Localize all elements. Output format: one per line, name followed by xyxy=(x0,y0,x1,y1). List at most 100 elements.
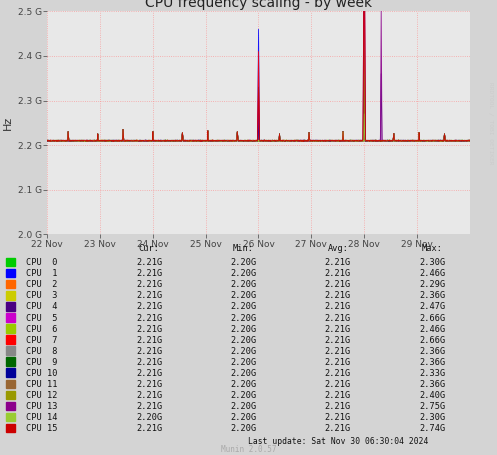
Text: Munin 2.0.57: Munin 2.0.57 xyxy=(221,445,276,454)
Text: 2.20G: 2.20G xyxy=(231,313,256,323)
Text: 2.21G: 2.21G xyxy=(136,269,162,278)
Text: 2.46G: 2.46G xyxy=(419,269,445,278)
Bar xyxy=(6,390,15,399)
Text: 2.20G: 2.20G xyxy=(231,391,256,400)
Text: 2.21G: 2.21G xyxy=(136,347,162,356)
Text: 2.20G: 2.20G xyxy=(231,280,256,289)
Text: RRDTOOL / TOBI OETIKER: RRDTOOL / TOBI OETIKER xyxy=(488,81,493,164)
Bar xyxy=(6,324,15,333)
Text: 2.21G: 2.21G xyxy=(325,291,351,300)
Text: 2.20G: 2.20G xyxy=(231,336,256,345)
Text: CPU 15: CPU 15 xyxy=(26,425,57,433)
Text: 2.47G: 2.47G xyxy=(419,303,445,312)
Text: Cur:: Cur: xyxy=(139,244,160,253)
Text: CPU  1: CPU 1 xyxy=(26,269,57,278)
Text: 2.20G: 2.20G xyxy=(231,291,256,300)
Text: 2.21G: 2.21G xyxy=(136,258,162,267)
Text: 2.21G: 2.21G xyxy=(136,313,162,323)
Text: 2.20G: 2.20G xyxy=(231,413,256,422)
Text: 2.20G: 2.20G xyxy=(231,425,256,433)
Text: 2.21G: 2.21G xyxy=(136,425,162,433)
Text: CPU 13: CPU 13 xyxy=(26,402,57,411)
Text: 2.36G: 2.36G xyxy=(419,291,445,300)
Text: 2.21G: 2.21G xyxy=(325,336,351,345)
Text: 2.46G: 2.46G xyxy=(419,324,445,334)
Text: 2.21G: 2.21G xyxy=(136,380,162,389)
Text: 2.21G: 2.21G xyxy=(325,369,351,378)
Bar xyxy=(6,291,15,299)
Text: CPU  0: CPU 0 xyxy=(26,258,57,267)
Text: 2.21G: 2.21G xyxy=(136,358,162,367)
Text: 2.36G: 2.36G xyxy=(419,347,445,356)
Text: 2.36G: 2.36G xyxy=(419,380,445,389)
Text: 2.20G: 2.20G xyxy=(231,258,256,267)
Text: CPU  9: CPU 9 xyxy=(26,358,57,367)
Text: 2.21G: 2.21G xyxy=(325,391,351,400)
Bar xyxy=(6,280,15,288)
Bar xyxy=(6,357,15,366)
Text: CPU  6: CPU 6 xyxy=(26,324,57,334)
Text: 2.21G: 2.21G xyxy=(136,324,162,334)
Text: 2.40G: 2.40G xyxy=(419,391,445,400)
Text: 2.20G: 2.20G xyxy=(231,347,256,356)
Text: 2.21G: 2.21G xyxy=(136,402,162,411)
Text: 2.20G: 2.20G xyxy=(231,402,256,411)
Text: 2.66G: 2.66G xyxy=(419,336,445,345)
Text: 2.21G: 2.21G xyxy=(325,280,351,289)
Text: CPU  5: CPU 5 xyxy=(26,313,57,323)
Text: CPU 14: CPU 14 xyxy=(26,413,57,422)
Text: Min:: Min: xyxy=(233,244,254,253)
Text: 2.21G: 2.21G xyxy=(136,336,162,345)
Text: 2.66G: 2.66G xyxy=(419,313,445,323)
Text: 2.30G: 2.30G xyxy=(419,413,445,422)
Text: 2.21G: 2.21G xyxy=(325,358,351,367)
Text: 2.21G: 2.21G xyxy=(325,413,351,422)
Text: 2.21G: 2.21G xyxy=(136,280,162,289)
Text: 2.21G: 2.21G xyxy=(325,324,351,334)
Text: Last update: Sat Nov 30 06:30:04 2024: Last update: Sat Nov 30 06:30:04 2024 xyxy=(248,437,428,446)
Bar xyxy=(6,402,15,410)
Text: 2.20G: 2.20G xyxy=(231,380,256,389)
Text: 2.21G: 2.21G xyxy=(136,369,162,378)
Text: CPU 10: CPU 10 xyxy=(26,369,57,378)
Bar xyxy=(6,335,15,344)
Text: 2.30G: 2.30G xyxy=(419,258,445,267)
Text: 2.74G: 2.74G xyxy=(419,425,445,433)
Text: CPU  3: CPU 3 xyxy=(26,291,57,300)
Text: CPU  2: CPU 2 xyxy=(26,280,57,289)
Text: 2.20G: 2.20G xyxy=(231,358,256,367)
Text: 2.21G: 2.21G xyxy=(325,380,351,389)
Bar xyxy=(6,346,15,355)
Bar xyxy=(6,424,15,432)
Text: 2.21G: 2.21G xyxy=(325,258,351,267)
Bar xyxy=(6,302,15,311)
Bar xyxy=(6,413,15,421)
Text: 2.20G: 2.20G xyxy=(231,324,256,334)
Text: 2.21G: 2.21G xyxy=(136,303,162,312)
Bar xyxy=(6,313,15,322)
Text: 2.36G: 2.36G xyxy=(419,358,445,367)
Text: 2.21G: 2.21G xyxy=(325,269,351,278)
Text: 2.20G: 2.20G xyxy=(231,269,256,278)
Text: 2.75G: 2.75G xyxy=(419,402,445,411)
Text: CPU  4: CPU 4 xyxy=(26,303,57,312)
Text: CPU 11: CPU 11 xyxy=(26,380,57,389)
Text: CPU  7: CPU 7 xyxy=(26,336,57,345)
Text: 2.20G: 2.20G xyxy=(231,369,256,378)
Text: Avg:: Avg: xyxy=(328,244,348,253)
Bar xyxy=(6,369,15,377)
Title: CPU frequency scaling - by week: CPU frequency scaling - by week xyxy=(145,0,372,10)
Text: 2.33G: 2.33G xyxy=(419,369,445,378)
Text: 2.21G: 2.21G xyxy=(136,391,162,400)
Text: 2.29G: 2.29G xyxy=(419,280,445,289)
Text: 2.20G: 2.20G xyxy=(136,413,162,422)
Text: 2.20G: 2.20G xyxy=(231,303,256,312)
Text: 2.21G: 2.21G xyxy=(325,313,351,323)
Text: 2.21G: 2.21G xyxy=(325,402,351,411)
Bar xyxy=(6,269,15,278)
Text: CPU 12: CPU 12 xyxy=(26,391,57,400)
Bar xyxy=(6,258,15,266)
Bar xyxy=(6,379,15,388)
Text: 2.21G: 2.21G xyxy=(136,291,162,300)
Text: Max:: Max: xyxy=(422,244,443,253)
